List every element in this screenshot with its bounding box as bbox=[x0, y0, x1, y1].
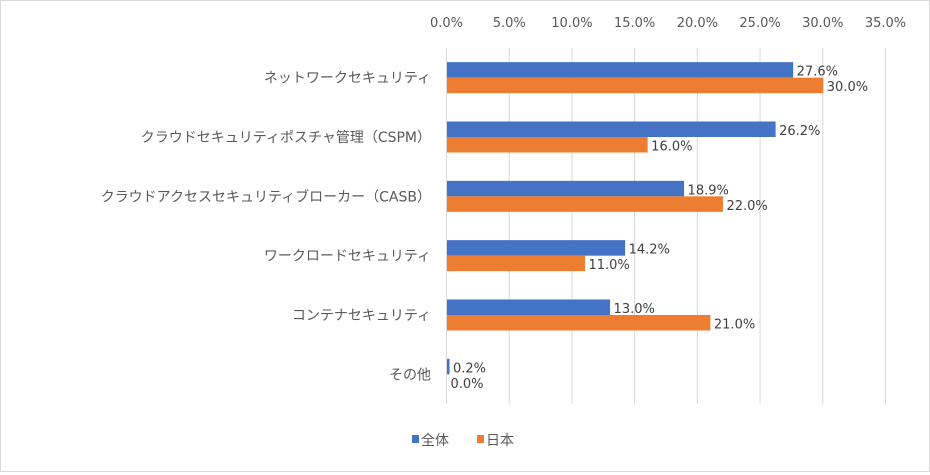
data-label: 14.2% bbox=[629, 243, 670, 258]
data-label: 30.0% bbox=[827, 80, 868, 95]
data-label: 11.0% bbox=[588, 258, 629, 273]
data-label: 13.0% bbox=[614, 302, 655, 317]
x-tick-label: 15.0% bbox=[614, 16, 655, 31]
x-axis-ticks: 0.0% 5.0% 10.0% 15.0% 20.0% 25.0% 30.0% 35.0% bbox=[430, 16, 906, 31]
legend-marker-nihon bbox=[477, 435, 484, 443]
category-label: コンテナセキュリティ bbox=[292, 308, 431, 324]
x-tick-label: 35.0% bbox=[865, 16, 906, 31]
bar-zentai bbox=[447, 358, 450, 375]
legend-label: 日本 bbox=[486, 433, 514, 449]
data-label: 16.0% bbox=[651, 140, 692, 155]
bar-zentai bbox=[447, 180, 685, 197]
gridlines bbox=[446, 48, 886, 404]
x-tick-label: 30.0% bbox=[802, 16, 843, 31]
category-label: その他 bbox=[389, 367, 431, 383]
x-tick-label: 25.0% bbox=[739, 16, 780, 31]
legend-label: 全体 bbox=[421, 432, 449, 449]
bar-nihon bbox=[447, 137, 648, 153]
bar-zentai bbox=[447, 121, 776, 137]
x-tick-label: 20.0% bbox=[677, 16, 718, 31]
x-tick-label: 5.0% bbox=[493, 16, 526, 31]
data-label: 18.9% bbox=[688, 183, 729, 198]
legend: 全体 日本 bbox=[412, 432, 514, 449]
bar-nihon bbox=[447, 255, 585, 272]
bars bbox=[447, 62, 824, 375]
category-label: クラウドアクセスセキュリティブローカー（CASB） bbox=[101, 188, 431, 205]
category-label: クラウドセキュリティポスチャ管理（CSPM） bbox=[141, 130, 431, 146]
bar-zentai bbox=[447, 240, 626, 256]
category-label: ワークロードセキュリティ bbox=[264, 249, 431, 265]
data-label: 27.6% bbox=[797, 65, 838, 80]
bar-zentai bbox=[447, 62, 794, 78]
bar-zentai bbox=[447, 299, 611, 315]
data-label: 0.2% bbox=[453, 361, 486, 376]
data-label: 21.0% bbox=[714, 318, 755, 333]
data-label: 22.0% bbox=[726, 199, 767, 214]
bar-nihon bbox=[447, 196, 723, 212]
legend-marker-zentai bbox=[412, 435, 419, 443]
x-tick-label: 10.0% bbox=[551, 16, 592, 31]
x-tick-label: 0.0% bbox=[430, 16, 463, 31]
data-label: 26.2% bbox=[779, 124, 820, 139]
data-labels: 27.6%30.0% 26.2% 16.0% 18.9%22.0% 14.2%11.0%… bbox=[451, 65, 869, 392]
bar-nihon bbox=[447, 77, 824, 94]
bar-nihon bbox=[447, 315, 711, 331]
category-label: ネットワークセキュリティ bbox=[264, 71, 431, 87]
data-label: 0.0% bbox=[451, 377, 484, 392]
